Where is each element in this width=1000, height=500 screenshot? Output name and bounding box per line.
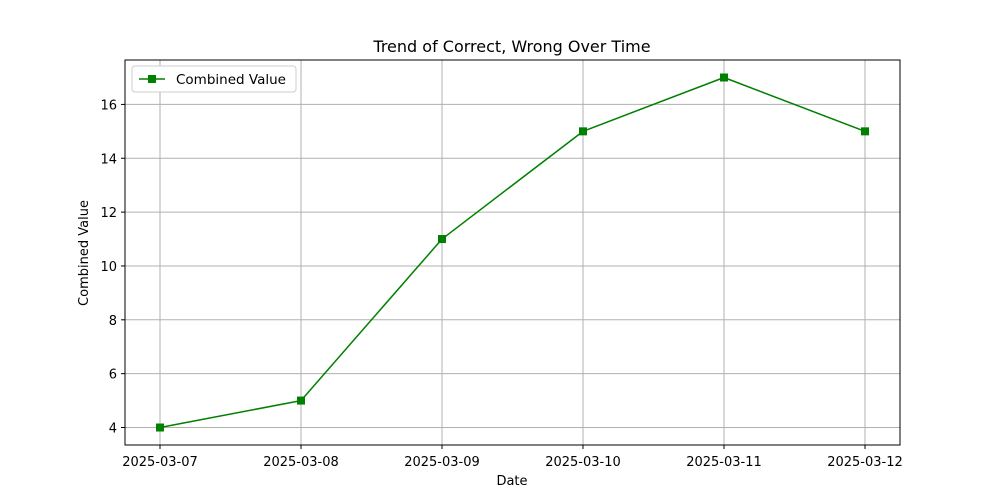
x-tick-label: 2025-03-09 (404, 455, 480, 470)
data-point-marker (861, 127, 869, 136)
y-tick-label: 4 (109, 422, 117, 437)
y-tick-label: 16 (100, 98, 117, 113)
x-tick-label: 2025-03-07 (122, 455, 198, 470)
x-tick-label: 2025-03-08 (263, 455, 339, 470)
y-tick-label: 12 (100, 206, 117, 221)
x-axis: 2025-03-07 2025-03-08 2025-03-09 2025-03-10… (122, 445, 903, 470)
x-tick-label: 2025-03-11 (686, 455, 762, 470)
grid-lines (125, 60, 900, 445)
chart-title: Trend of Correct, Wrong Over Time (372, 37, 650, 56)
legend-marker-swatch (148, 75, 156, 83)
x-axis-label: Date (496, 474, 527, 489)
legend: Combined Value (131, 65, 297, 93)
data-point-marker (720, 73, 728, 82)
x-tick-label: 2025-03-10 (545, 455, 621, 470)
y-axis-label: Combined Value (77, 200, 92, 306)
data-point-marker (156, 423, 164, 432)
data-point-marker (438, 235, 446, 244)
y-tick-label: 14 (100, 152, 117, 167)
y-tick-label: 10 (100, 260, 117, 275)
legend-entry-label: Combined Value (176, 72, 286, 88)
legend-box (131, 65, 297, 93)
data-point-marker (297, 396, 305, 405)
y-tick-label: 6 (109, 368, 117, 383)
data-point-marker (579, 127, 587, 136)
y-axis: 4 6 8 10 12 14 16 (100, 98, 125, 437)
series-layer (156, 73, 869, 432)
y-tick-label: 8 (109, 314, 117, 329)
plot-area (125, 60, 900, 445)
x-tick-label: 2025-03-12 (827, 455, 903, 470)
plot-frame (124, 59, 901, 446)
series-line (159, 76, 866, 429)
